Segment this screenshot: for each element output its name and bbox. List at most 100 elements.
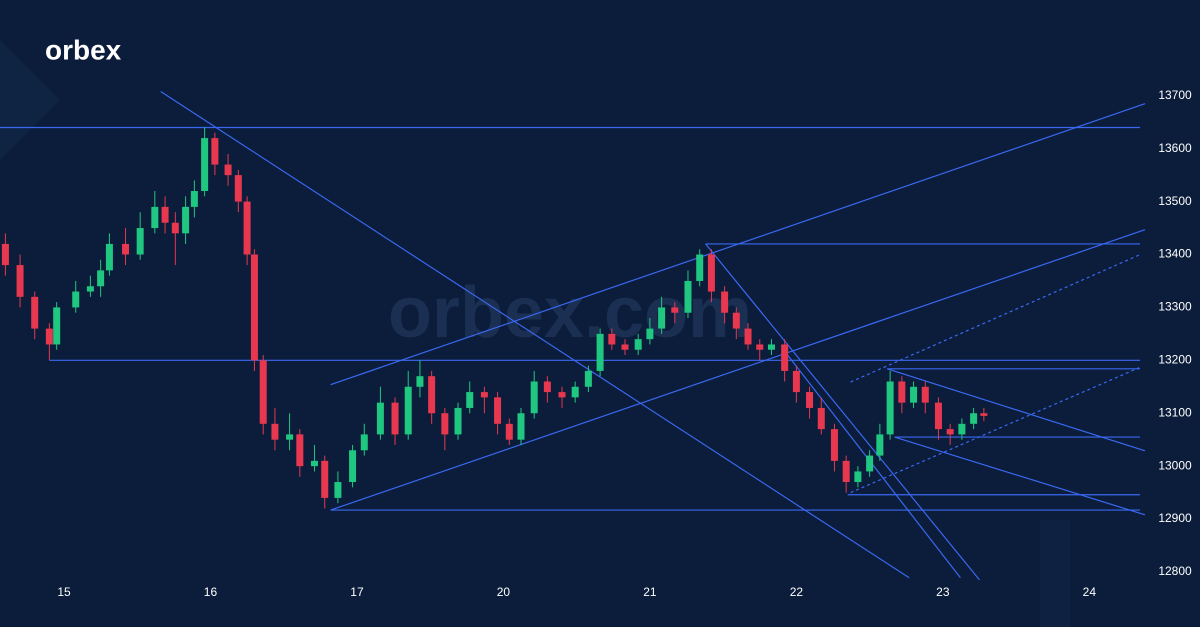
candle-body: [621, 344, 629, 350]
candle-body: [543, 381, 551, 393]
trendlines: [0, 91, 1146, 581]
y-tick-label: 13600: [1158, 141, 1192, 155]
candle-body: [854, 471, 862, 483]
candle-body: [404, 386, 412, 435]
candle-body: [756, 344, 764, 350]
candle-body: [1, 243, 9, 266]
candle-body: [732, 312, 740, 329]
candle-body: [781, 344, 789, 371]
candle-body: [250, 254, 258, 361]
candle-body: [201, 138, 209, 192]
candle-body: [86, 286, 94, 292]
candle-body: [271, 423, 279, 440]
candle-body: [707, 254, 715, 292]
y-tick-label: 13700: [1158, 88, 1192, 102]
candle-body: [310, 460, 318, 467]
y-tick-label: 13100: [1158, 405, 1192, 419]
y-tick-label: 13000: [1158, 458, 1192, 472]
candle-body: [558, 392, 566, 398]
candle-body: [806, 392, 814, 408]
candle-body: [243, 201, 251, 255]
candle-body: [505, 423, 513, 440]
candle-body: [696, 254, 704, 281]
candle-body: [744, 328, 752, 345]
y-tick-label: 13400: [1158, 247, 1192, 261]
candle-body: [211, 138, 219, 165]
trendline: [330, 229, 1146, 511]
candle-body: [428, 376, 436, 414]
candle-body: [105, 243, 113, 271]
y-tick-label: 13300: [1158, 300, 1192, 314]
candle-body: [842, 460, 850, 483]
candle-body: [349, 450, 357, 483]
candle-body: [910, 386, 918, 403]
candle-body: [684, 280, 692, 313]
candle-body: [190, 191, 198, 207]
bg-shape: [1040, 520, 1070, 627]
candle-body: [136, 228, 144, 255]
candle-body: [970, 413, 978, 424]
candle-body: [658, 307, 666, 329]
trendline: [705, 243, 980, 581]
y-tick-label: 12900: [1158, 511, 1192, 525]
x-tick-label: 22: [790, 585, 804, 599]
candle-body: [886, 381, 894, 435]
candle-body: [97, 270, 105, 287]
candle-body: [454, 407, 462, 435]
y-tick-label: 13200: [1158, 352, 1192, 366]
candle-body: [921, 386, 929, 403]
x-tick-label: 21: [643, 585, 657, 599]
candle-body: [646, 328, 654, 340]
candle-body: [360, 434, 368, 451]
candle-body: [72, 291, 80, 308]
candle-body: [31, 296, 39, 329]
candle-body: [671, 307, 679, 313]
bg-shape: [0, 40, 60, 160]
candle-body: [122, 243, 130, 255]
candle-body: [596, 333, 604, 371]
candle-body: [866, 455, 874, 472]
candle-body: [224, 164, 232, 176]
candle-body: [530, 381, 538, 414]
candle-body: [958, 423, 966, 435]
candle-body: [934, 402, 942, 430]
candle-body: [441, 413, 449, 435]
candle-body: [321, 460, 329, 498]
watermark: orbex.com: [388, 273, 752, 353]
candle-body: [286, 434, 294, 440]
candle-body: [161, 206, 169, 223]
candle-body: [876, 434, 884, 456]
candle-body: [234, 175, 242, 202]
candles: [1, 127, 988, 509]
candle-body: [634, 339, 642, 350]
candle-body: [584, 370, 592, 387]
candle-body: [171, 222, 179, 234]
candle-body: [45, 328, 53, 345]
candle-body: [517, 413, 525, 440]
trendline: [330, 103, 1146, 386]
trendline: [787, 354, 961, 579]
x-tick-label: 20: [497, 585, 511, 599]
x-tick-label: 15: [57, 585, 71, 599]
candle-body: [608, 333, 616, 345]
candle-body: [721, 291, 729, 313]
y-tick-label: 13500: [1158, 194, 1192, 208]
x-tick-label: 16: [204, 585, 218, 599]
candle-body: [416, 376, 424, 387]
candle-body: [494, 397, 502, 424]
candle-body: [480, 392, 488, 398]
candle-body: [466, 392, 474, 408]
x-tick-label: 23: [936, 585, 950, 599]
candle-body: [767, 344, 775, 350]
candle-body: [296, 434, 304, 467]
candle-body: [817, 407, 825, 430]
candle-body: [898, 381, 906, 403]
candle-body: [376, 402, 384, 435]
candle-body: [792, 370, 800, 393]
candle-body: [334, 482, 342, 498]
trendline: [850, 367, 1140, 494]
logo: orbex: [45, 34, 122, 65]
